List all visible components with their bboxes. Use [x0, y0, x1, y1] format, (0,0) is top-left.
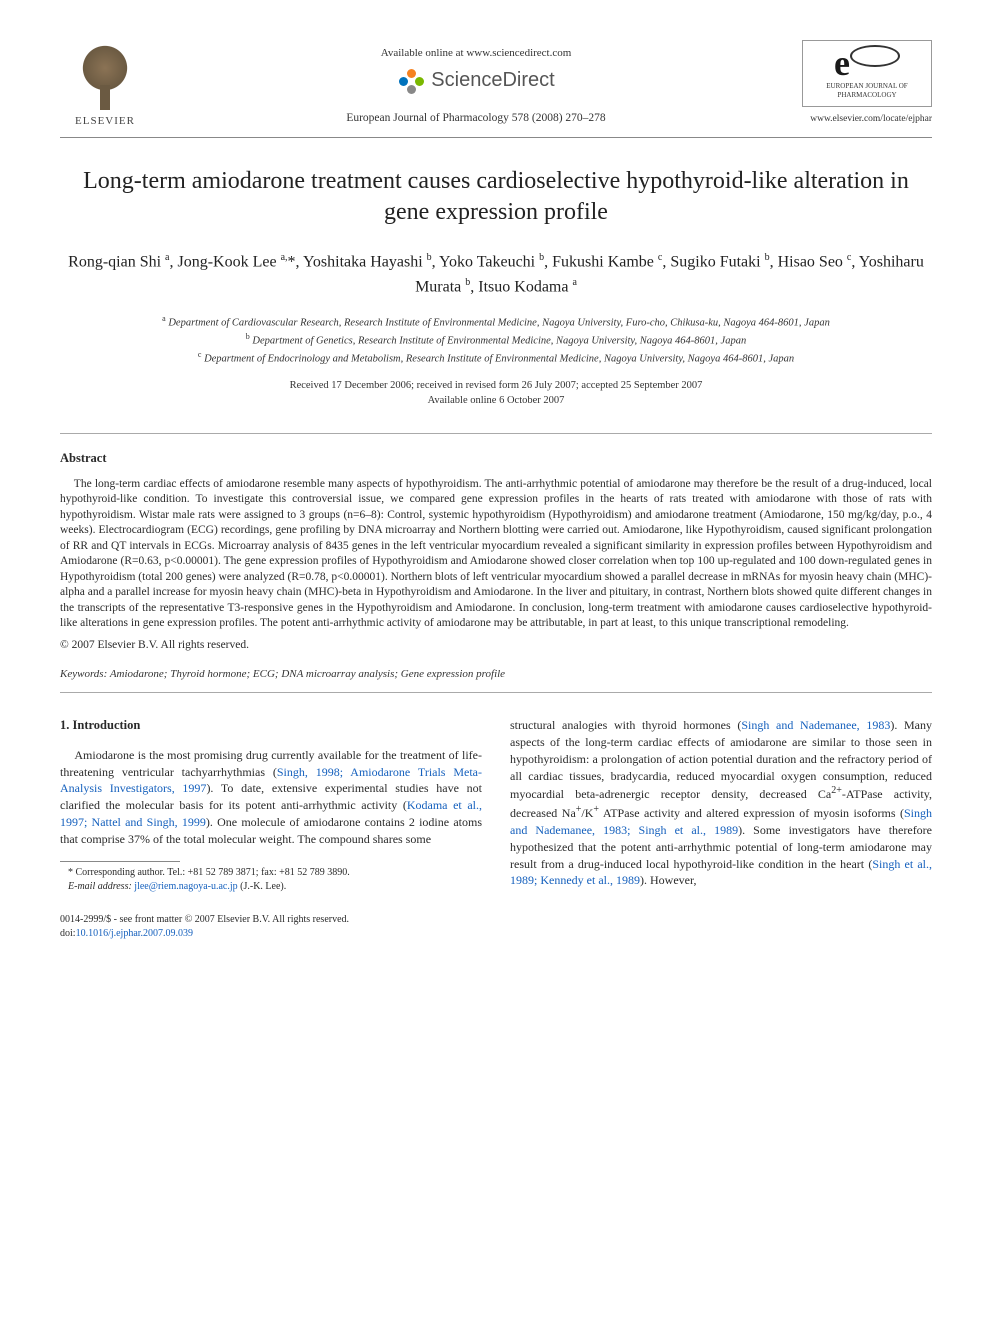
page-header: ELSEVIER Available online at www.science…	[60, 40, 932, 129]
sciencedirect-logo: ScienceDirect	[397, 67, 554, 95]
ejp-logo-box: e EUROPEAN JOURNAL OF PHARMACOLOGY	[802, 40, 932, 107]
sciencedirect-icon	[397, 67, 425, 95]
authors-list: Rong-qian Shi a, Jong-Kook Lee a,*, Yosh…	[60, 250, 932, 299]
header-divider	[60, 137, 932, 138]
ejp-subtitle: EUROPEAN JOURNAL OF PHARMACOLOGY	[811, 82, 923, 101]
footnote-divider	[60, 861, 180, 862]
copyright-line: © 2007 Elsevier B.V. All rights reserved…	[60, 638, 932, 654]
email-note: E-mail address: jlee@riem.nagoya-u.ac.jp…	[60, 880, 482, 894]
affiliations: a Department of Cardiovascular Research,…	[60, 313, 932, 368]
keywords-label: Keywords:	[60, 668, 107, 680]
journal-reference: European Journal of Pharmacology 578 (20…	[150, 111, 802, 127]
email-label: E-mail address:	[68, 881, 132, 892]
keywords-text: Amiodarone; Thyroid hormone; ECG; DNA mi…	[110, 668, 505, 680]
left-column: 1. Introduction Amiodarone is the most p…	[60, 717, 482, 940]
elsevier-logo: ELSEVIER	[60, 40, 150, 129]
abstract-top-rule	[60, 433, 932, 434]
article-title: Long-term amiodarone treatment causes ca…	[80, 166, 912, 228]
sciencedirect-text: ScienceDirect	[431, 67, 554, 94]
abstract-text: The long-term cardiac effects of amiodar…	[60, 477, 932, 632]
abstract-heading: Abstract	[60, 450, 932, 467]
journal-url: www.elsevier.com/locate/ejphar	[802, 113, 932, 126]
body-columns: 1. Introduction Amiodarone is the most p…	[60, 717, 932, 940]
email-link[interactable]: jlee@riem.nagoya-u.ac.jp	[134, 881, 237, 892]
journal-logo: e EUROPEAN JOURNAL OF PHARMACOLOGY www.e…	[802, 40, 932, 126]
abstract-bottom-rule	[60, 692, 932, 693]
footer: 0014-2999/$ - see front matter © 2007 El…	[60, 913, 482, 940]
email-suffix: (J.-K. Lee).	[240, 881, 286, 892]
intro-paragraph-right: structural analogies with thyroid hormon…	[510, 717, 932, 889]
affiliation-b: b Department of Genetics, Research Insti…	[60, 331, 932, 349]
center-header: Available online at www.sciencedirect.co…	[150, 40, 802, 126]
article-dates: Received 17 December 2006; received in r…	[60, 379, 932, 408]
keywords: Keywords: Amiodarone; Thyroid hormone; E…	[60, 667, 932, 682]
received-date: Received 17 December 2006; received in r…	[60, 379, 932, 394]
affiliation-a: a Department of Cardiovascular Research,…	[60, 313, 932, 331]
intro-heading: 1. Introduction	[60, 717, 482, 735]
elsevier-text: ELSEVIER	[75, 114, 135, 129]
corresponding-author-note: * Corresponding author. Tel.: +81 52 789…	[60, 866, 482, 880]
footer-doi: doi:10.1016/j.ejphar.2007.09.039	[60, 927, 482, 941]
ejp-oval-icon	[850, 45, 900, 67]
affiliation-c: c Department of Endocrinology and Metabo…	[60, 349, 932, 367]
right-column: structural analogies with thyroid hormon…	[510, 717, 932, 940]
ejp-e-letter: e	[834, 47, 850, 79]
doi-link[interactable]: 10.1016/j.ejphar.2007.09.039	[76, 928, 194, 939]
elsevier-tree-icon	[70, 40, 140, 110]
available-online-text: Available online at www.sciencedirect.co…	[150, 46, 802, 61]
intro-paragraph-left: Amiodarone is the most promising drug cu…	[60, 747, 482, 848]
footer-front-matter: 0014-2999/$ - see front matter © 2007 El…	[60, 913, 482, 927]
online-date: Available online 6 October 2007	[60, 394, 932, 409]
